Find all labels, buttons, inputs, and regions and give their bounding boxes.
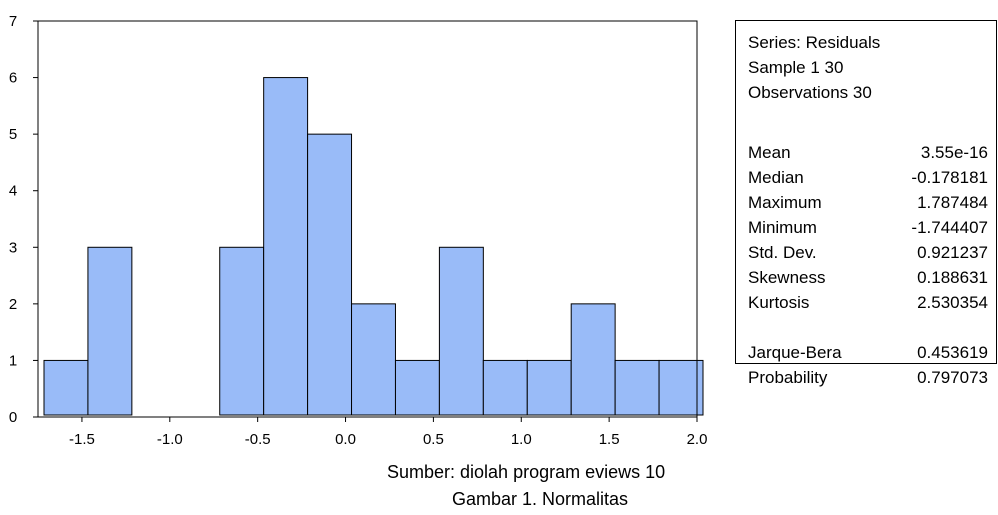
x-tick-label: 1.5 — [599, 431, 620, 448]
histogram-bar — [614, 359, 660, 416]
x-tick-label: 0.5 — [423, 431, 444, 448]
figure-caption: Gambar 1. Normalitas — [452, 489, 629, 509]
stat-label: Median — [748, 168, 804, 187]
stat-value: 0.188631 — [917, 268, 988, 287]
stat-label: Probability — [748, 368, 828, 387]
source-caption: Sumber: diolah program eviews 10 — [387, 462, 666, 482]
y-tick-label: 1 — [9, 352, 17, 369]
x-tick-label: -1.0 — [157, 431, 183, 448]
stat-label: Maximum — [748, 193, 822, 212]
stat-value: 3.55e-16 — [920, 143, 988, 162]
stat-value: -1.744407 — [911, 218, 988, 237]
stat-label: Mean — [748, 143, 791, 162]
x-tick-label: 1.0 — [511, 431, 532, 448]
stat-label: Minimum — [748, 218, 817, 237]
stat-value: 0.797073 — [917, 368, 988, 387]
histogram-bar — [394, 359, 440, 416]
y-tick-label: 0 — [9, 409, 17, 426]
histogram-bar — [526, 359, 572, 416]
x-tick-label: 2.0 — [687, 431, 708, 448]
histogram-bar — [219, 246, 265, 416]
histogram-bars — [43, 77, 704, 416]
y-tick-label: 4 — [9, 183, 17, 200]
y-tick-label: 7 — [9, 13, 17, 30]
x-tick-label: -0.5 — [245, 431, 271, 448]
y-tick-label: 2 — [9, 296, 17, 313]
y-tick-label: 3 — [9, 239, 17, 256]
stat-value: 1.787484 — [917, 193, 988, 212]
histogram-bar — [307, 133, 353, 416]
stat-value: 0.453619 — [917, 343, 988, 362]
histogram-bar — [438, 246, 484, 416]
stat-label: Jarque-Bera — [748, 343, 842, 362]
stat-label: Skewness — [748, 268, 826, 287]
y-tick-label: 6 — [9, 70, 17, 87]
stat-value: 0.921237 — [917, 243, 988, 262]
y-tick-label: 5 — [9, 126, 17, 143]
stats-observations: Observations 30 — [748, 83, 872, 102]
histogram-bar — [351, 303, 396, 416]
histogram-bar — [263, 77, 309, 416]
plot-frame — [37, 20, 698, 418]
histogram-bar — [658, 359, 704, 416]
histogram-chart: 0 1 2 3 4 5 6 7 -1.5 -1.0 -0.5 0.0 0.5 1.0 1.5 2.0 — [9, 13, 708, 448]
stats-series: Series: Residuals — [748, 33, 881, 52]
stat-value: 2.530354 — [917, 293, 988, 312]
x-axis: -1.5 -1.0 -0.5 0.0 0.5 1.0 1.5 2.0 — [69, 417, 707, 448]
x-tick-label: -1.5 — [69, 431, 95, 448]
y-axis: 0 1 2 3 4 5 6 7 — [9, 13, 38, 426]
statistics-panel: Series: Residuals Sample 1 30 Observatio… — [735, 20, 997, 387]
histogram-bar — [87, 246, 133, 416]
x-tick-label: 0.0 — [335, 431, 356, 448]
stat-label: Kurtosis — [748, 293, 810, 312]
histogram-bar — [482, 359, 528, 416]
histogram-bar — [43, 359, 89, 416]
stat-label: Std. Dev. — [748, 243, 817, 262]
histogram-bar — [570, 303, 616, 416]
stats-sample: Sample 1 30 — [748, 58, 844, 77]
stat-value: -0.178181 — [911, 168, 988, 187]
